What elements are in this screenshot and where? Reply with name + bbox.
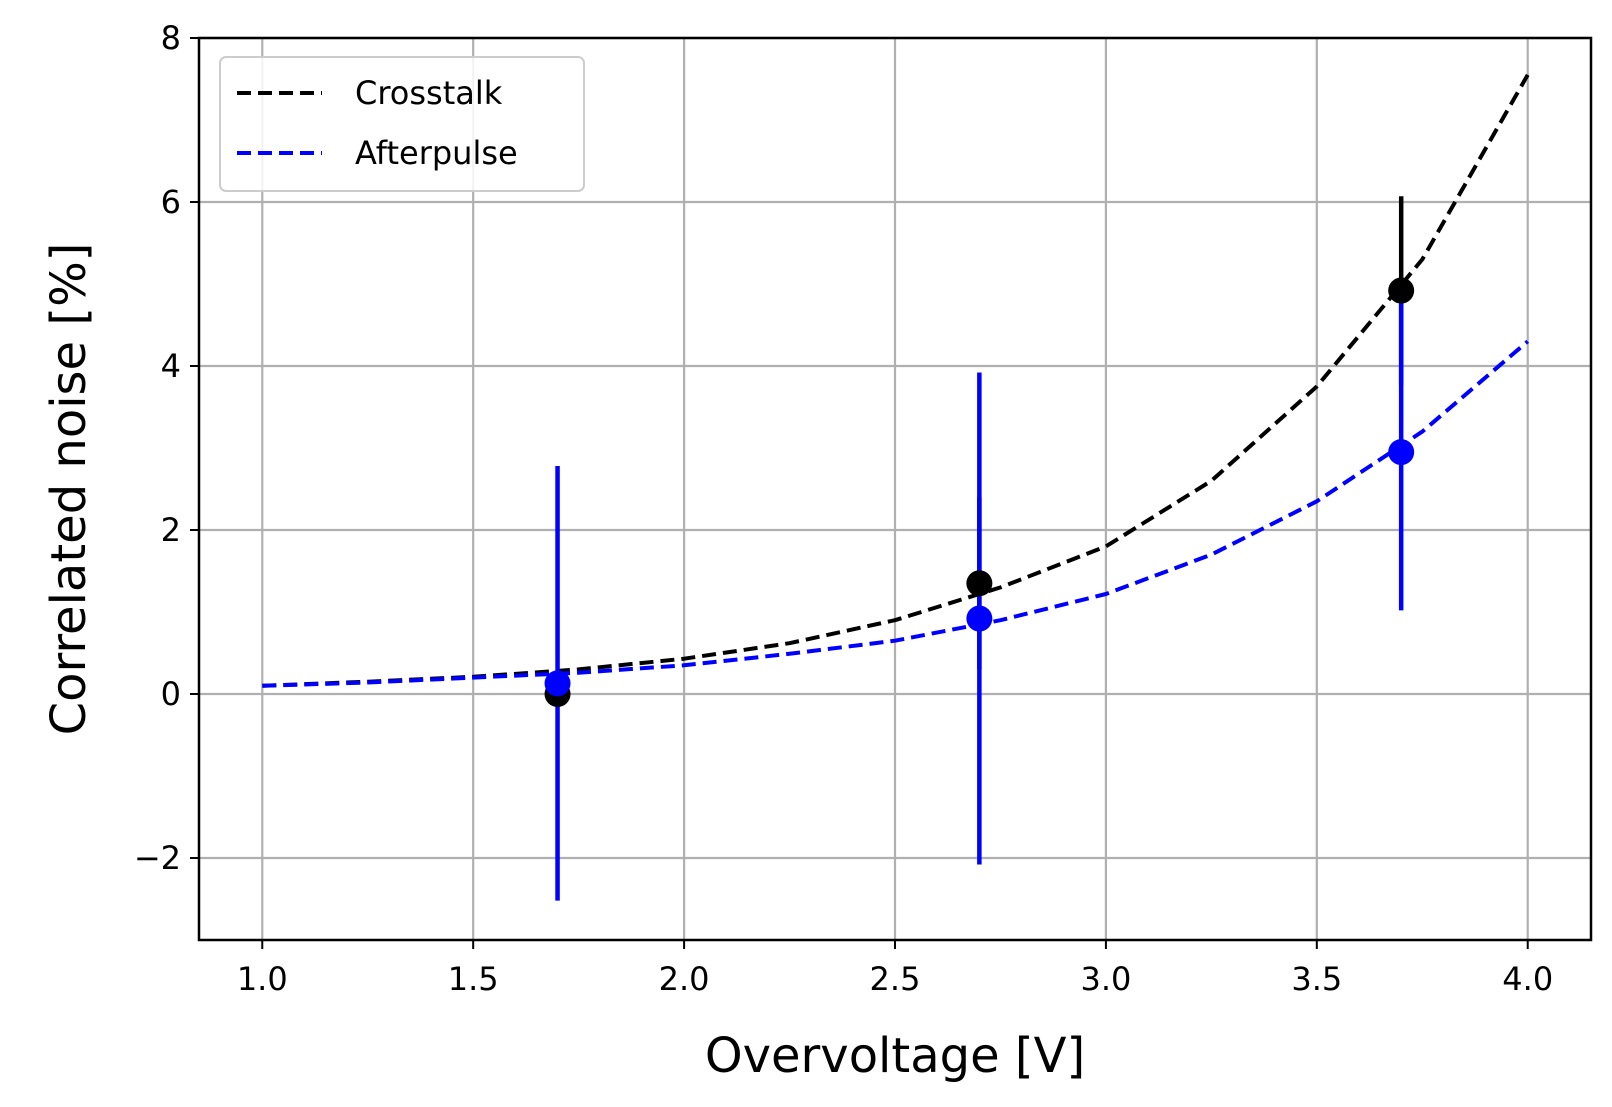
x-tick-label-2: 2.0 — [659, 960, 710, 998]
x-tick-label-1: 1.5 — [448, 960, 499, 998]
data-points — [544, 196, 1415, 901]
y-tick-label-5: 8 — [161, 19, 181, 57]
x-tick-label-3: 2.5 — [870, 960, 921, 998]
legend: Crosstalk Afterpulse — [219, 56, 585, 192]
x-axis-title: Overvoltage [V] — [705, 1028, 1085, 1084]
data-point-afterpulse-2 — [1388, 439, 1415, 466]
y-tick-label-1: 0 — [161, 675, 181, 713]
grid — [199, 36, 1591, 940]
legend-label-afterpulse: Afterpulse — [355, 134, 518, 172]
data-point-crosstalk-1 — [966, 570, 993, 597]
y-tick-label-4: 6 — [161, 183, 181, 221]
fit-curve-afterpulse — [262, 339, 1530, 688]
fit-curves — [262, 73, 1530, 688]
data-point-afterpulse-1 — [966, 605, 993, 632]
x-tick-label-6: 4.0 — [1502, 960, 1553, 998]
x-tick-label-4: 3.0 — [1080, 960, 1131, 998]
y-tick-label-2: 2 — [161, 511, 181, 549]
axis-ticks: 1.0 1.5 2.0 2.5 3.0 3.5 4.0 −2 0 2 4 6 8 — [134, 19, 1553, 998]
x-tick-label-0: 1.0 — [237, 960, 288, 998]
legend-label-crosstalk: Crosstalk — [355, 74, 503, 112]
data-point-crosstalk-2 — [1388, 277, 1415, 304]
x-tick-label-5: 3.5 — [1291, 960, 1342, 998]
y-axis-title: Correlated noise [%] — [41, 243, 97, 736]
y-tick-label-0: −2 — [134, 839, 181, 877]
data-point-afterpulse-0 — [544, 670, 571, 697]
y-tick-label-3: 4 — [161, 347, 181, 385]
legend-box — [219, 56, 585, 192]
